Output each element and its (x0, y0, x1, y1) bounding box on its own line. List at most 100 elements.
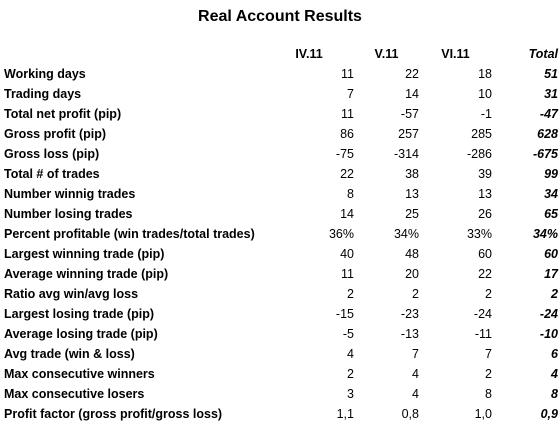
cell-v11: 20 (405, 267, 419, 281)
cell-iv11: 14 (340, 207, 354, 221)
table-row: Avg trade (win & loss) 4 7 7 6 (4, 344, 558, 364)
cell-vi11: -1 (480, 107, 492, 121)
table-row: Max consecutive winners 2 4 2 4 (4, 364, 558, 384)
cell-vi11: 60 (478, 247, 492, 261)
table-row: Total # of trades 22 38 39 99 (4, 164, 558, 184)
table-row: Average losing trade (pip) -5 -13 -11 -10 (4, 324, 558, 344)
table-row: Profit factor (gross profit/gross loss) 1… (4, 404, 558, 424)
row-label: Max consecutive winners (4, 367, 155, 381)
column-header-vi11: VI.11 (441, 47, 470, 61)
cell-iv11: 7 (347, 87, 354, 101)
cell-v11: 25 (405, 207, 419, 221)
table-row: Gross profit (pip) 86 257 285 628 (4, 124, 558, 144)
cell-iv11: 2 (347, 367, 354, 381)
cell-total: 6 (551, 347, 558, 361)
cell-vi11: -11 (474, 327, 492, 341)
cell-v11: 4 (412, 367, 419, 381)
cell-vi11: 18 (478, 67, 492, 81)
table-row: Max consecutive losers 3 4 8 8 (4, 384, 558, 404)
cell-vi11: 39 (478, 167, 492, 181)
cell-total: -24 (539, 307, 558, 321)
cell-total: 51 (544, 67, 558, 81)
cell-total: 34% (532, 227, 558, 241)
row-label: Total # of trades (4, 167, 100, 181)
cell-v11: 257 (398, 127, 419, 141)
cell-iv11: 4 (347, 347, 354, 361)
cell-total: 0,9 (540, 407, 558, 421)
cell-total: 628 (537, 127, 558, 141)
cell-v11: 22 (405, 67, 419, 81)
cell-iv11: 86 (340, 127, 354, 141)
cell-total: -675 (532, 147, 558, 161)
table-header-row: IV.11 V.11 VI.11 Total (4, 44, 558, 64)
cell-iv11: -15 (335, 307, 354, 321)
cell-vi11: 8 (485, 387, 492, 401)
cell-iv11: 11 (341, 107, 354, 121)
cell-total: -10 (539, 327, 558, 341)
row-label: Largest winning trade (pip) (4, 247, 165, 261)
cell-v11: -13 (400, 327, 419, 341)
cell-total: 4 (551, 367, 558, 381)
row-label: Average winning trade (pip) (4, 267, 169, 281)
cell-total: 8 (551, 387, 558, 401)
row-label: Avg trade (win & loss) (4, 347, 135, 361)
column-header-iv11: IV.11 (295, 47, 323, 61)
cell-vi11: 13 (478, 187, 492, 201)
cell-iv11: 11 (341, 267, 354, 281)
row-label: Percent profitable (win trades/total tra… (4, 227, 255, 241)
cell-iv11: 8 (347, 187, 354, 201)
cell-iv11: -5 (342, 327, 354, 341)
cell-total: 60 (544, 247, 558, 261)
cell-v11: 14 (405, 87, 419, 101)
label-column-header (4, 44, 264, 64)
row-label: Number losing trades (4, 207, 133, 221)
cell-v11: 2 (412, 287, 419, 301)
row-label: Working days (4, 67, 86, 81)
table-row: Largest winning trade (pip) 40 48 60 60 (4, 244, 558, 264)
table-row: Number winnig trades 8 13 13 34 (4, 184, 558, 204)
column-header-total: Total (528, 47, 558, 61)
cell-vi11: 7 (485, 347, 492, 361)
cell-total: 34 (544, 187, 558, 201)
row-label: Number winnig trades (4, 187, 136, 201)
table-row: Number losing trades 14 25 26 65 (4, 204, 558, 224)
cell-total: 65 (544, 207, 558, 221)
cell-iv11: 36% (328, 227, 354, 241)
cell-vi11: 26 (478, 207, 492, 221)
cell-v11: 34% (393, 227, 419, 241)
row-label: Trading days (4, 87, 82, 101)
table-row: Gross loss (pip) -75 -314 -286 -675 (4, 144, 558, 164)
cell-iv11: -75 (335, 147, 354, 161)
table-row: Largest losing trade (pip) -15 -23 -24 -24 (4, 304, 558, 324)
cell-iv11: 2 (347, 287, 354, 301)
cell-vi11: -24 (473, 307, 492, 321)
table-body: Working days 11 22 18 51 Trading days 7 14 10 31 T… (4, 64, 558, 424)
cell-v11: -23 (400, 307, 419, 321)
row-label: Largest losing trade (pip) (4, 307, 155, 321)
cell-iv11: 22 (340, 167, 354, 181)
cell-vi11: 285 (471, 127, 492, 141)
cell-vi11: 33% (466, 227, 492, 241)
cell-iv11: 3 (347, 387, 354, 401)
cell-v11: 38 (405, 167, 419, 181)
cell-iv11: 1,1 (336, 407, 354, 421)
cell-v11: -314 (393, 147, 419, 161)
row-label: Profit factor (gross profit/gross loss) (4, 407, 223, 421)
cell-vi11: 2 (485, 287, 492, 301)
row-label: Average losing trade (pip) (4, 327, 158, 341)
cell-iv11: 11 (341, 67, 354, 81)
table-row: Trading days 7 14 10 31 (4, 84, 558, 104)
row-label: Max consecutive losers (4, 387, 145, 401)
cell-v11: 0,8 (401, 407, 419, 421)
table-row: Ratio avg win/avg loss 2 2 2 2 (4, 284, 558, 304)
cell-v11: -57 (400, 107, 419, 121)
row-label: Gross loss (pip) (4, 147, 100, 161)
cell-iv11: 40 (340, 247, 354, 261)
row-label: Total net profit (pip) (4, 107, 122, 121)
cell-total: 31 (544, 87, 558, 101)
cell-v11: 7 (412, 347, 419, 361)
results-table: IV.11 V.11 VI.11 Total Working days 11 22 1… (4, 44, 558, 424)
table-row: Working days 11 22 18 51 (4, 64, 558, 84)
cell-total: 17 (544, 267, 558, 281)
row-label: Gross profit (pip) (4, 127, 107, 141)
